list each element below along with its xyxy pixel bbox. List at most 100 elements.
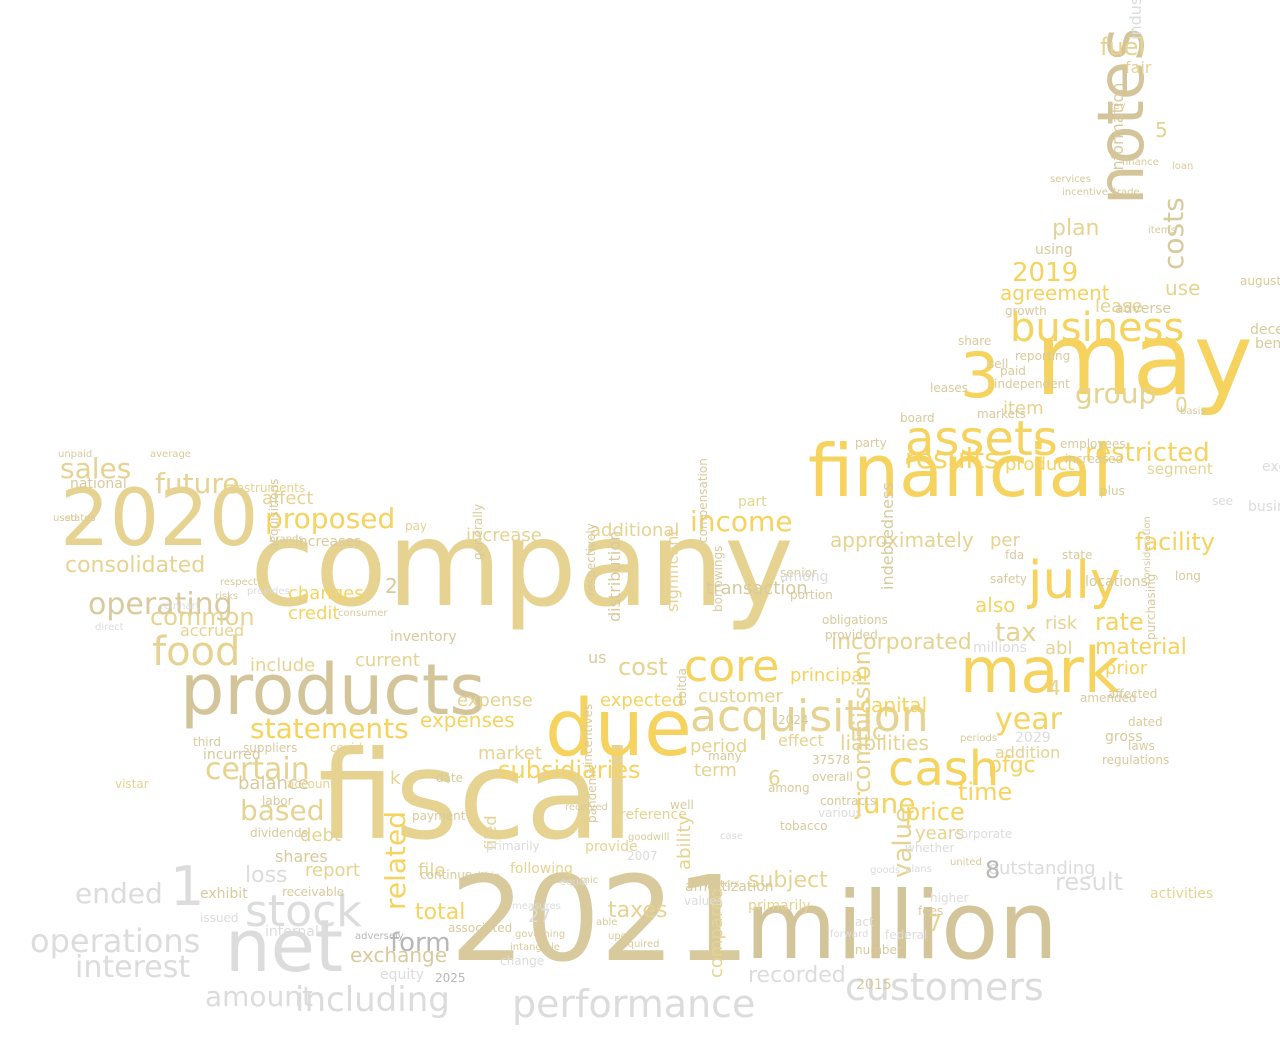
cloud-word-73: product bbox=[1005, 454, 1075, 475]
cloud-word-206: share bbox=[958, 334, 992, 348]
cloud-word-61: subject bbox=[748, 868, 828, 893]
cloud-word-177: loan bbox=[1172, 161, 1194, 172]
cloud-word-229: dividends bbox=[250, 826, 308, 840]
cloud-word-2: 2021 bbox=[450, 850, 751, 988]
cloud-word-259: primarily bbox=[486, 839, 540, 853]
cloud-word-87: credit bbox=[288, 603, 340, 624]
cloud-word-68: plan bbox=[1052, 216, 1100, 241]
cloud-word-154: change bbox=[500, 954, 545, 968]
cloud-word-196: periods bbox=[960, 733, 998, 744]
cloud-word-15: core bbox=[684, 641, 780, 692]
cloud-word-8: products bbox=[180, 649, 486, 731]
cloud-word-244: forward bbox=[830, 929, 869, 940]
cloud-word-235: able bbox=[596, 917, 618, 928]
cloud-word-70: agreement bbox=[1000, 281, 1110, 305]
cloud-word-24: related bbox=[379, 810, 412, 910]
cloud-word-99: term bbox=[694, 760, 737, 781]
cloud-word-122: distribution bbox=[605, 530, 624, 622]
cloud-word-89: affect bbox=[262, 488, 314, 509]
cloud-word-216: 2015 bbox=[856, 977, 892, 993]
cloud-word-3: million bbox=[745, 872, 1059, 981]
cloud-word-232: used bbox=[53, 513, 78, 524]
cloud-word-40: group bbox=[1075, 377, 1157, 410]
cloud-word-59: total bbox=[415, 900, 466, 925]
cloud-word-111: abl bbox=[1045, 638, 1073, 659]
cloud-word-32: 1 bbox=[170, 855, 205, 918]
cloud-word-171: employees bbox=[1060, 437, 1126, 451]
cloud-word-144: incurred bbox=[203, 747, 261, 763]
cloud-word-80: principal bbox=[790, 665, 868, 686]
cloud-word-226: consumer bbox=[338, 608, 388, 619]
cloud-word-161: various bbox=[818, 806, 862, 820]
cloud-word-79: approximately bbox=[830, 528, 974, 552]
cloud-word-172: increased bbox=[1065, 452, 1124, 466]
cloud-word-52: expenses bbox=[420, 708, 515, 732]
cloud-word-231: states bbox=[65, 513, 96, 524]
cloud-word-91: debt bbox=[300, 825, 341, 846]
cloud-word-139: inventory bbox=[390, 629, 457, 645]
cloud-word-210: 2024 bbox=[778, 713, 809, 727]
cloud-word-257: pandemic bbox=[585, 763, 599, 823]
cloud-word-140: increases bbox=[295, 534, 362, 550]
cloud-word-132: primarily bbox=[748, 898, 811, 914]
cloud-word-209: many bbox=[708, 749, 742, 763]
cloud-word-159: higher bbox=[930, 891, 969, 905]
cloud-word-77: prior bbox=[1105, 658, 1148, 679]
cloud-word-33: year bbox=[995, 702, 1062, 737]
cloud-word-31: based bbox=[240, 794, 325, 827]
cloud-word-151: adversely bbox=[355, 931, 404, 942]
cloud-word-183: state bbox=[1062, 548, 1093, 562]
cloud-word-113: per bbox=[990, 530, 1020, 551]
cloud-word-255: compensation bbox=[696, 458, 710, 543]
cloud-word-253: tobacco bbox=[780, 819, 828, 833]
cloud-word-100: effect bbox=[778, 731, 824, 750]
cloud-word-90: balance bbox=[238, 773, 309, 794]
cloud-word-224: risks bbox=[215, 591, 239, 602]
cloud-word-189: items bbox=[1148, 225, 1176, 236]
cloud-word-225: brands bbox=[269, 534, 304, 545]
cloud-word-194: amended bbox=[1080, 691, 1137, 705]
cloud-word-165: adverse bbox=[1115, 301, 1172, 317]
cloud-word-205: board bbox=[900, 411, 935, 425]
cloud-word-198: overall bbox=[812, 770, 853, 784]
cloud-word-109: 0 bbox=[1175, 393, 1188, 417]
cloud-word-112: risk bbox=[1045, 613, 1078, 634]
cloud-word-121: us bbox=[588, 648, 607, 667]
cloud-word-66: inc bbox=[850, 718, 886, 746]
cloud-word-110: 4 bbox=[1048, 676, 1061, 700]
cloud-word-21: stock bbox=[245, 886, 362, 937]
cloud-word-239: governing bbox=[515, 929, 566, 940]
cloud-word-240: measures bbox=[512, 901, 561, 912]
cloud-word-11: mark bbox=[960, 634, 1120, 707]
cloud-word-236: acquired bbox=[616, 939, 660, 950]
cloud-word-142: instruments bbox=[233, 481, 306, 495]
cloud-word-150: issued bbox=[200, 911, 239, 925]
cloud-word-187: december bbox=[1250, 322, 1280, 338]
cloud-word-35: consolidated bbox=[65, 553, 206, 578]
cloud-word-5: due bbox=[545, 684, 692, 774]
cloud-word-230: unpaid bbox=[58, 449, 93, 460]
cloud-word-135: 2029 bbox=[1015, 730, 1051, 746]
cloud-word-147: exhibit bbox=[200, 886, 248, 902]
cloud-word-227: payment bbox=[412, 809, 466, 823]
cloud-word-249: see bbox=[1212, 494, 1234, 508]
cloud-word-169: leases bbox=[930, 381, 968, 395]
cloud-word-82: additional bbox=[590, 520, 680, 541]
cloud-word-101: years bbox=[915, 823, 965, 844]
cloud-word-83: increase bbox=[466, 525, 542, 546]
cloud-word-241: equal bbox=[560, 877, 588, 888]
cloud-word-72: item bbox=[1003, 398, 1044, 419]
cloud-word-242: case bbox=[720, 831, 743, 842]
cloud-word-223: respect bbox=[220, 577, 258, 588]
cloud-word-78: capital bbox=[860, 693, 928, 717]
cloud-word-258: incentives bbox=[581, 703, 595, 765]
cloud-word-46: ended bbox=[75, 877, 163, 910]
cloud-word-160: whether bbox=[905, 841, 955, 855]
cloud-word-4: may bbox=[1035, 301, 1253, 418]
cloud-word-130: reference bbox=[620, 807, 687, 823]
cloud-word-145: suppliers bbox=[243, 741, 298, 755]
cloud-word-120: k bbox=[390, 768, 401, 789]
cloud-word-263: transaction bbox=[706, 578, 808, 599]
cloud-word-185: plus bbox=[1100, 484, 1125, 498]
